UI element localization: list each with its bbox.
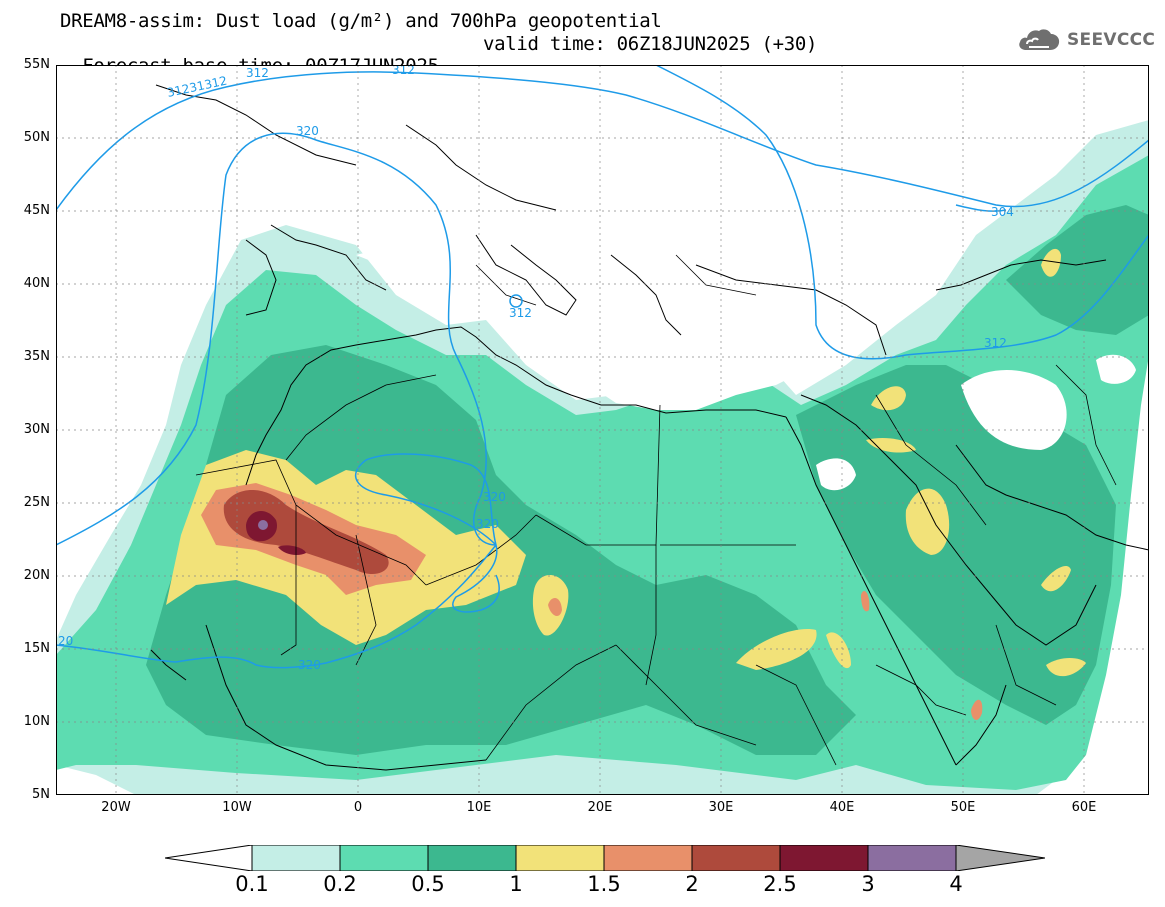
country-borders	[195, 254, 1117, 766]
dust-region-1-sudan	[736, 629, 817, 670]
colorbar-bin-2	[339, 845, 429, 871]
dust-region-1-pakistan	[1046, 658, 1086, 677]
colorbar-bin-3	[427, 845, 517, 871]
colorbar-bin-5	[603, 845, 693, 871]
valid-time: valid time: 06Z18JUN2025 (+30)	[483, 33, 818, 55]
colorbar-label: 2.5	[763, 872, 797, 896]
colorbar-bin-8	[867, 845, 957, 871]
lon-label: 20W	[101, 800, 131, 815]
colorbar-label: 0.2	[323, 872, 357, 896]
lat-label: 45N	[23, 203, 50, 218]
dust-region-1-arabia	[905, 488, 950, 555]
colorbar-over-triangle	[955, 845, 1045, 871]
contour-label-320-c: 320	[298, 658, 321, 672]
contour-320-mid	[354, 453, 500, 613]
lat-label: 40N	[23, 276, 50, 291]
lon-label: 60E	[1071, 800, 1097, 815]
clear-region-europe	[56, 65, 1149, 585]
dust-region-0.5-caspian	[1006, 205, 1149, 335]
dust-region-1.5-chad	[548, 598, 562, 617]
colorbar-label: 0.1	[235, 872, 269, 896]
geopotential-contours	[56, 65, 1149, 669]
lat-label: 55N	[23, 57, 50, 72]
dust-load-map: 31231312 312 312 312 312 304 320 320 320…	[56, 65, 1149, 795]
colorbar-bin-7	[779, 845, 869, 871]
gridlines	[56, 65, 1149, 795]
dust-region-1-iraq	[871, 386, 906, 411]
contour-320-west	[56, 132, 497, 546]
lat-label: 15N	[23, 641, 50, 656]
contour-320-south	[56, 544, 497, 669]
colorbar-label: 1.5	[587, 872, 621, 896]
logo-text: SEEVCCC	[1067, 30, 1156, 50]
clear-region-egypt	[816, 458, 856, 491]
lon-label: 10W	[222, 800, 252, 815]
contour-label-320-n: 320	[296, 124, 319, 138]
lon-label: 40E	[829, 800, 855, 815]
contour-label-312-a: 312	[246, 66, 269, 80]
clear-region-sea	[1096, 354, 1136, 384]
colorbar-label: 3	[861, 872, 875, 896]
colorbar	[165, 845, 1045, 871]
lat-label: 5N	[32, 787, 50, 802]
dust-region-1-oman	[1041, 565, 1071, 592]
coastlines	[150, 84, 1149, 771]
seevccc-logo: SEEVCCC	[1017, 26, 1155, 54]
lat-label: 25N	[23, 495, 50, 510]
lat-label: 50N	[23, 130, 50, 145]
lat-label: 30N	[23, 422, 50, 437]
contour-312-east	[655, 65, 1149, 360]
contour-label-312-b: 312	[392, 65, 415, 77]
contour-label-320-w: 20	[58, 634, 73, 648]
dust-region-1-jordan	[866, 438, 916, 453]
lat-label: 20N	[23, 568, 50, 583]
colorbar-label: 4	[949, 872, 963, 896]
lon-label: 20E	[587, 800, 613, 815]
colorbar-bin-4	[515, 845, 605, 871]
lon-label: 30E	[708, 800, 734, 815]
lon-label: 50E	[950, 800, 976, 815]
colorbar-under-triangle	[165, 845, 253, 871]
contour-312-small	[509, 294, 523, 308]
map-title: DREAM8-assim: Dust load (g/m²) and 700hP…	[60, 10, 662, 32]
lon-label: 0	[353, 800, 363, 815]
contour-label-312-e: 312	[984, 336, 1007, 350]
colorbar-bin-1	[251, 845, 341, 871]
dust-region-4	[258, 520, 268, 530]
cloud-icon	[1019, 29, 1060, 50]
contour-304	[955, 204, 1007, 212]
contour-312-north	[56, 71, 1149, 211]
contour-label-304: 304	[991, 205, 1014, 219]
contour-label-320-a: 320	[483, 490, 506, 504]
dust-region-1.5-somalia	[971, 699, 983, 721]
lat-label: 10N	[23, 714, 50, 729]
colorbar-bin-6	[691, 845, 781, 871]
colorbar-label: 2	[685, 872, 699, 896]
colorbar-label: 1	[509, 872, 523, 896]
contour-label-320-b: 320	[476, 517, 499, 531]
contour-label-312-c: 312	[509, 306, 532, 320]
dust-region-0.5-east	[796, 365, 1116, 725]
colorbar-label: 0.5	[411, 872, 445, 896]
map-frame	[56, 65, 1149, 795]
dust-region-1.5-eritrea	[861, 590, 870, 612]
dust-region-1-eritrea	[826, 632, 851, 669]
lat-label: 35N	[23, 349, 50, 364]
lon-label: 10E	[466, 800, 492, 815]
clear-region-mediterranean	[356, 215, 816, 410]
dust-region-3b	[278, 545, 306, 555]
dust-region-2	[223, 490, 389, 575]
dust-region-1-caspian	[1041, 248, 1061, 277]
